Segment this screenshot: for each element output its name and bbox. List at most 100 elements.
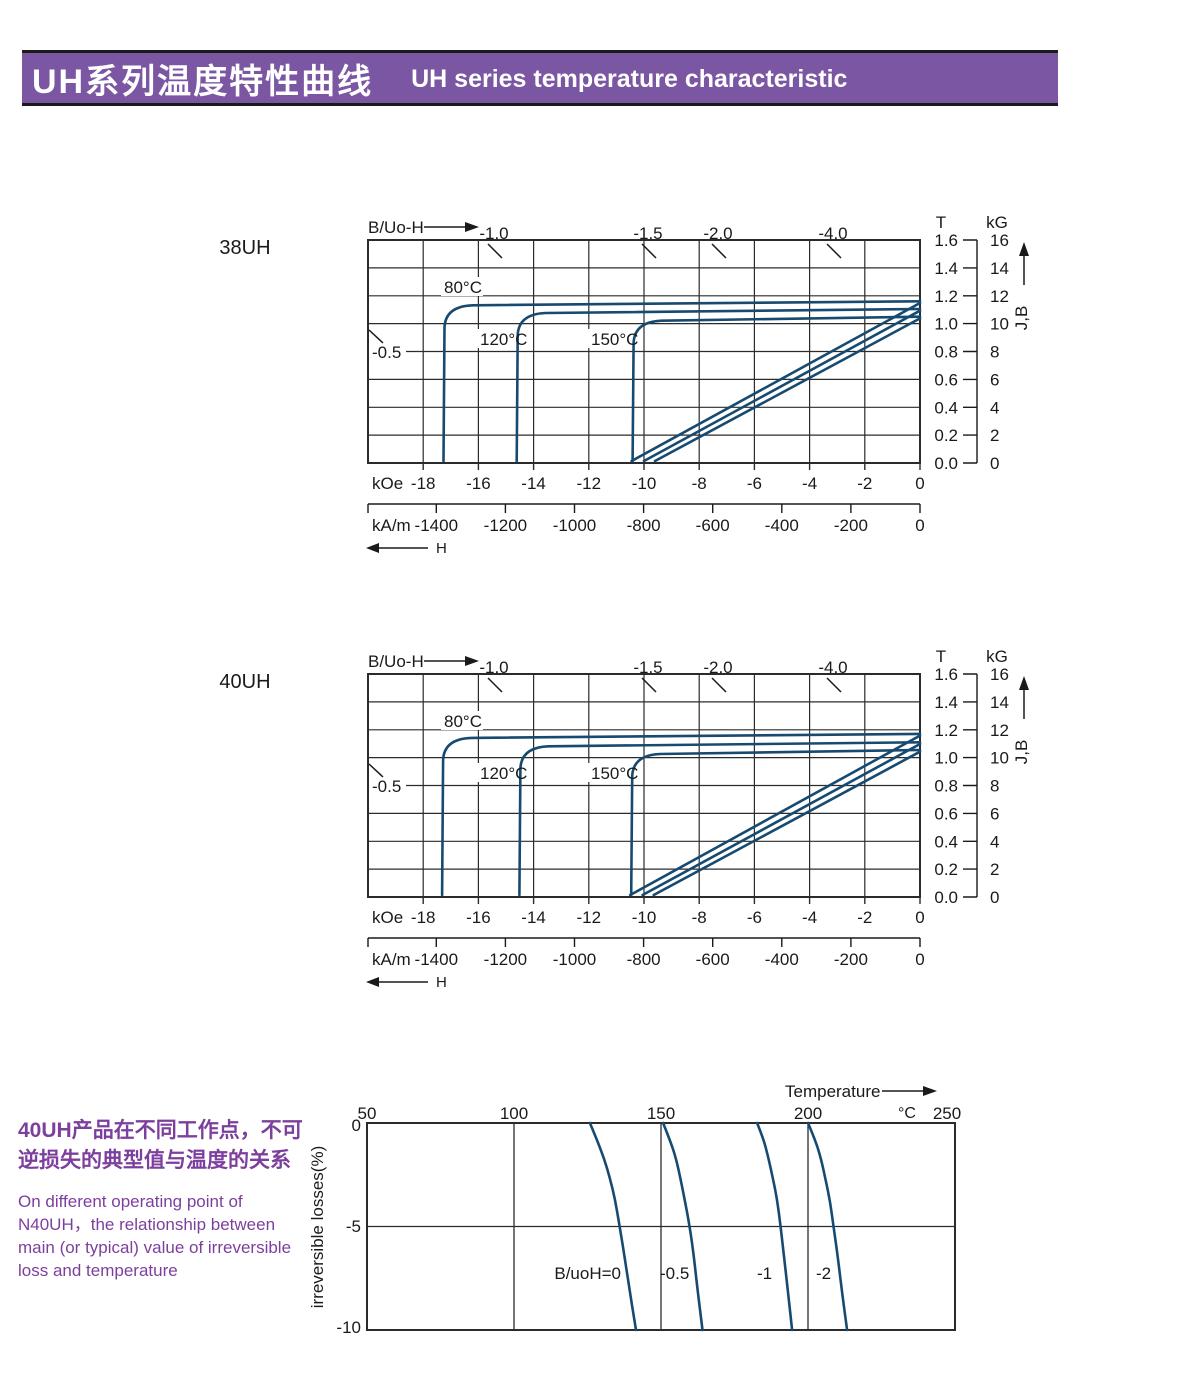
chart-title: 40UH	[219, 671, 270, 693]
kam-tick-label: -1400	[415, 950, 458, 969]
loss-curve-label: B/uoH=0	[554, 1264, 621, 1283]
koe-tick-label: -6	[747, 908, 762, 927]
kg-tick-label: 10	[990, 749, 1009, 768]
kam-tick-label: 0	[915, 516, 924, 535]
kam-tick-label: -1200	[484, 950, 527, 969]
b-uoh-label: B/Uo-H	[368, 652, 424, 671]
page-title-zh: UH系列温度特性曲线	[32, 62, 374, 101]
load-line-tick	[711, 243, 727, 259]
koe-tick-label: -16	[466, 474, 491, 493]
kam-tick-label: -1000	[553, 516, 596, 535]
curve-b-80-c	[628, 734, 922, 897]
load-line-label: -1.5	[633, 224, 662, 243]
load-line-label: -0.5	[372, 777, 401, 796]
note-en-line1: On different operating point of	[18, 1192, 243, 1211]
chart-demag-38uh: 80°C 120°C 150°C B/Uo-H -1.0 -1.5 -2.0 -4.0 -0.5…	[219, 213, 1031, 557]
kg-tick-label: 4	[990, 398, 999, 417]
load-line-label: -2.0	[703, 224, 732, 243]
koe-tick-label: -10	[632, 474, 657, 493]
label-backdrop	[588, 763, 636, 782]
curve-b-120-c	[641, 742, 922, 897]
load-line-label: -1.0	[479, 224, 508, 243]
temp-curve-label: 120°C	[480, 330, 527, 349]
koe-tick-label: -18	[411, 474, 436, 493]
load-line-tick	[826, 243, 842, 259]
koe-unit-label: kOe	[372, 908, 403, 927]
kam-tick-label: -1200	[484, 516, 527, 535]
kg-tick-label: 2	[990, 860, 999, 879]
temp-curve-label: 80°C	[444, 278, 482, 297]
koe-tick-label: -14	[521, 474, 546, 493]
load-line-label: -4.0	[818, 658, 847, 677]
celsius-unit-label: °C	[898, 1105, 916, 1122]
kg-tick-label: 8	[990, 777, 999, 796]
koe-ticks	[422, 897, 921, 904]
note-zh-line1: 40UH产品在不同工作点，不可	[18, 1119, 303, 1142]
t-tick-label: 0.4	[934, 398, 958, 417]
right-scale-bracket	[963, 673, 978, 898]
temp-curve-label: 150°C	[591, 330, 638, 349]
jb-arrowhead	[1019, 242, 1029, 256]
kg-tick-label: 0	[990, 454, 999, 473]
curve-b-150-c	[653, 317, 922, 463]
curve-loss--2	[806, 1121, 849, 1332]
koe-tick-label: -12	[577, 474, 602, 493]
kam-tick-label: -600	[696, 516, 730, 535]
note-en-line2: N40UH，the relationship between	[18, 1215, 276, 1234]
load-line-tick	[487, 677, 503, 693]
loss-tick-label: 0	[352, 1116, 361, 1135]
jb-axis-label: J,B	[1012, 740, 1031, 765]
koe-tick-label: -16	[466, 908, 491, 927]
loss-curve-label: -0.5	[660, 1264, 689, 1283]
b-uoh-arrowhead	[465, 656, 479, 666]
label-backdrop	[369, 776, 406, 794]
load-line-tick	[641, 677, 657, 693]
t-tick-label: 1.2	[934, 287, 958, 306]
jb-axis-label: J,B	[1012, 306, 1031, 331]
load-line-label: -0.5	[372, 343, 401, 362]
t-tick-label: 1.6	[934, 665, 958, 684]
label-backdrop	[369, 342, 406, 360]
koe-unit-label: kOe	[372, 474, 403, 493]
load-line-label: -1.0	[479, 658, 508, 677]
kg-tick-label: 10	[990, 315, 1009, 334]
temp-curve-label: 150°C	[591, 764, 638, 783]
t-unit-label: T	[936, 213, 946, 232]
curve-j-150-c	[631, 315, 922, 463]
plot-border	[366, 1122, 956, 1331]
koe-tick-label: 0	[915, 908, 924, 927]
load-line-tick	[368, 763, 384, 778]
kam-tick-label: -200	[834, 950, 868, 969]
temp-tick-label: 50	[358, 1104, 377, 1123]
koe-tick-label: 0	[915, 474, 924, 493]
curve-j-120-c	[515, 307, 922, 463]
kam-tick-label: -800	[627, 950, 661, 969]
temp-tick-label: 100	[500, 1104, 528, 1123]
loss-curve-label: -1	[757, 1264, 772, 1283]
curve-b-150-c	[652, 750, 922, 897]
page-header: UH系列温度特性曲线 UH series temperature charact…	[22, 50, 1058, 106]
kam-scale-bracket	[367, 503, 921, 513]
loss-tick-label: -5	[346, 1217, 361, 1236]
kg-tick-label: 16	[990, 231, 1009, 250]
load-line-tick	[826, 677, 842, 693]
t-tick-label: 0.8	[934, 343, 958, 362]
load-line-label: -4.0	[818, 224, 847, 243]
t-tick-label: 1.4	[934, 259, 958, 278]
kam-tick-label: -1400	[415, 516, 458, 535]
temp-tick-label: 150	[647, 1104, 675, 1123]
kg-tick-label: 6	[990, 804, 999, 823]
curve-j-150-c	[629, 748, 922, 897]
koe-tick-label: -10	[632, 908, 657, 927]
curve-b-80-c	[630, 301, 922, 463]
b-uoh-label: B/Uo-H	[368, 218, 424, 237]
kg-tick-label: 12	[990, 721, 1009, 740]
t-tick-label: 1.0	[934, 315, 958, 334]
kg-tick-label: 2	[990, 426, 999, 445]
koe-tick-label: -6	[747, 474, 762, 493]
temp-curve-label: 80°C	[444, 712, 482, 731]
loss-axis-label: irreversible losses(%)	[308, 1146, 327, 1308]
kam-tick-label: 0	[915, 950, 924, 969]
